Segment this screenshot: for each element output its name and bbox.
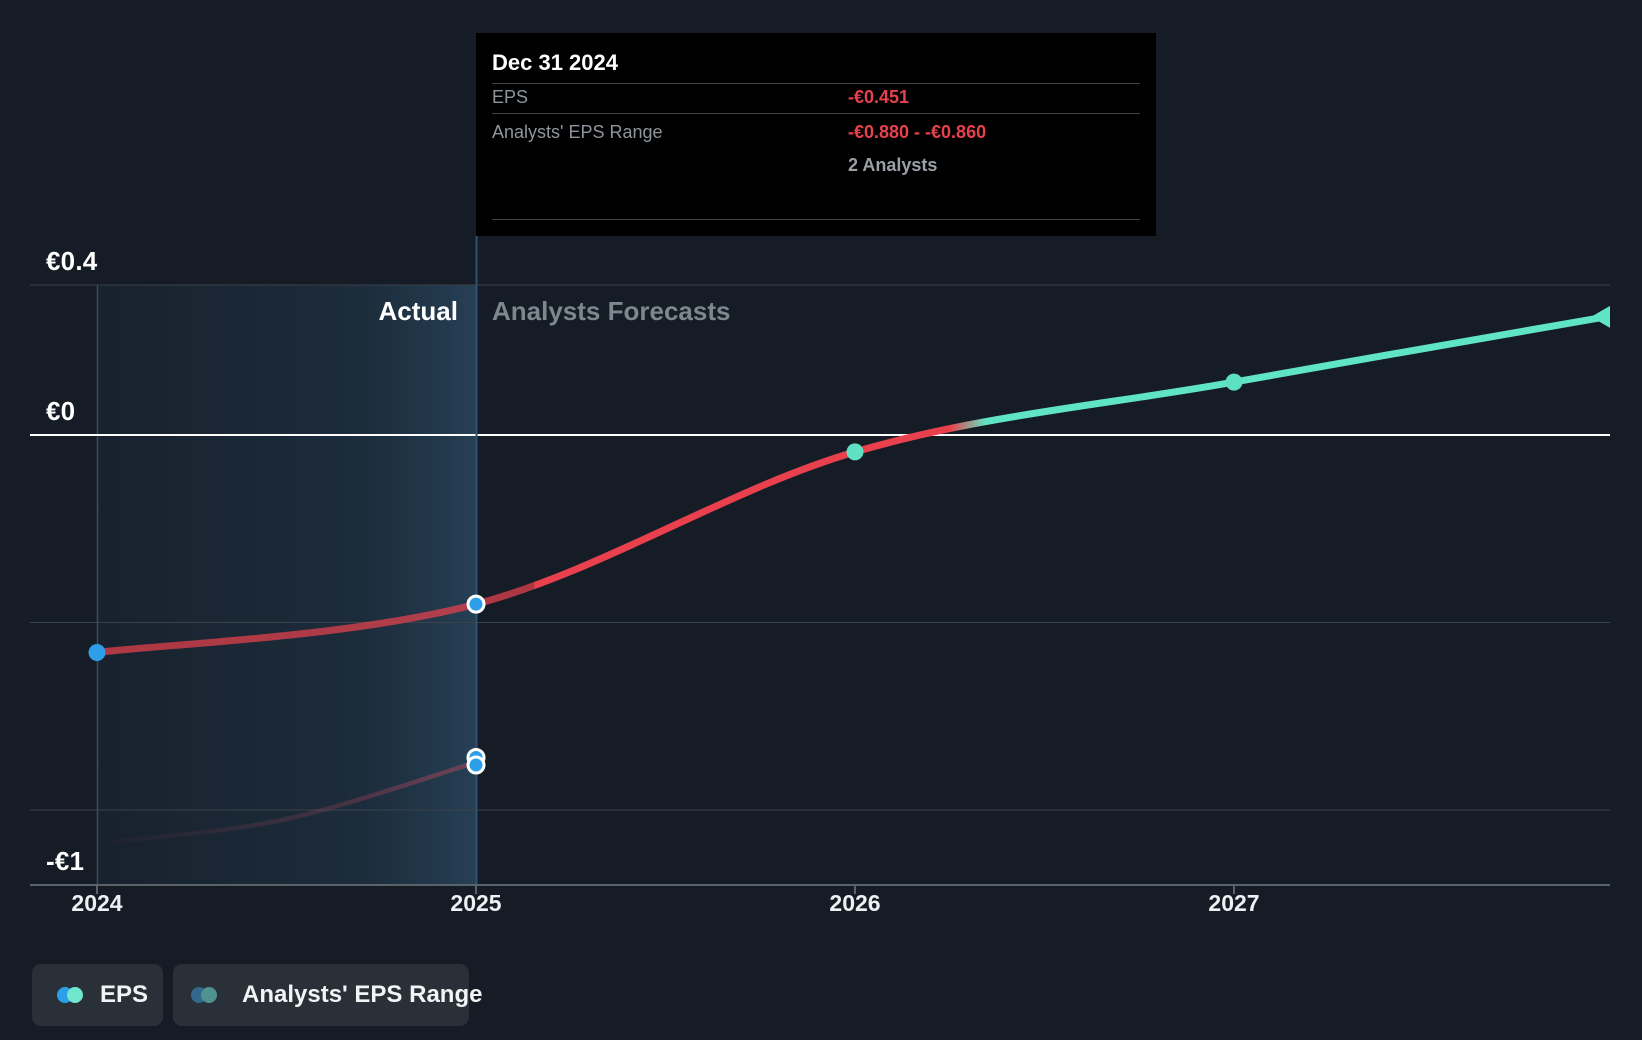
- x-axis-label-2027: 2027: [1208, 890, 1260, 916]
- eps-dot-2024[interactable]: [88, 644, 106, 661]
- tooltip-separator: [492, 83, 1140, 84]
- range-series-dots-icon: [191, 987, 217, 1003]
- eps-dot-2027[interactable]: [1225, 373, 1243, 391]
- eps-dot-2025[interactable]: [466, 594, 486, 614]
- line-end-arrow-icon: [1591, 305, 1610, 328]
- y-axis-label: -€1: [46, 846, 85, 876]
- eps-series-dots-icon: [57, 987, 83, 1003]
- tooltip: Dec 31 2024 EPS -€0.451 Analysts' EPS Ra…: [476, 33, 1156, 236]
- tooltip-range-label: Analysts' EPS Range: [492, 122, 663, 142]
- tooltip-eps-label: EPS: [492, 87, 529, 107]
- x-axis-label-2026: 2026: [829, 890, 881, 916]
- tooltip-analyst-count: 2 Analysts: [848, 155, 938, 175]
- actual-region-label: Actual: [378, 296, 458, 326]
- range-dot--0.88[interactable]: [466, 755, 486, 775]
- y-axis-label: €0.4: [46, 246, 98, 276]
- legend-item-analysts-eps-range[interactable]: Analysts' EPS Range: [173, 964, 482, 1026]
- x-axis-label-2025: 2025: [450, 890, 502, 916]
- y-axis-label: €0: [46, 396, 76, 426]
- legend: EPS Analysts' EPS Range: [32, 964, 482, 1026]
- legend-item-eps[interactable]: EPS: [32, 964, 163, 1026]
- tooltip-date-title: Dec 31 2024: [492, 50, 618, 75]
- x-axis-label-2024: 2024: [71, 890, 123, 916]
- tooltip-separator: [492, 113, 1140, 114]
- legend-item-label: EPS: [100, 981, 149, 1008]
- eps-range-line: [109, 760, 479, 845]
- eps-dot-2026[interactable]: [846, 443, 864, 461]
- tooltip-separator: [492, 219, 1140, 220]
- tooltip-range-value: -€0.880 - -€0.860: [848, 122, 987, 142]
- tooltip-eps-value: -€0.451: [848, 87, 910, 107]
- legend-item-label: Analysts' EPS Range: [242, 981, 483, 1008]
- actual-period-band: [97, 284, 476, 885]
- forecast-region-label: Analysts Forecasts: [492, 296, 731, 326]
